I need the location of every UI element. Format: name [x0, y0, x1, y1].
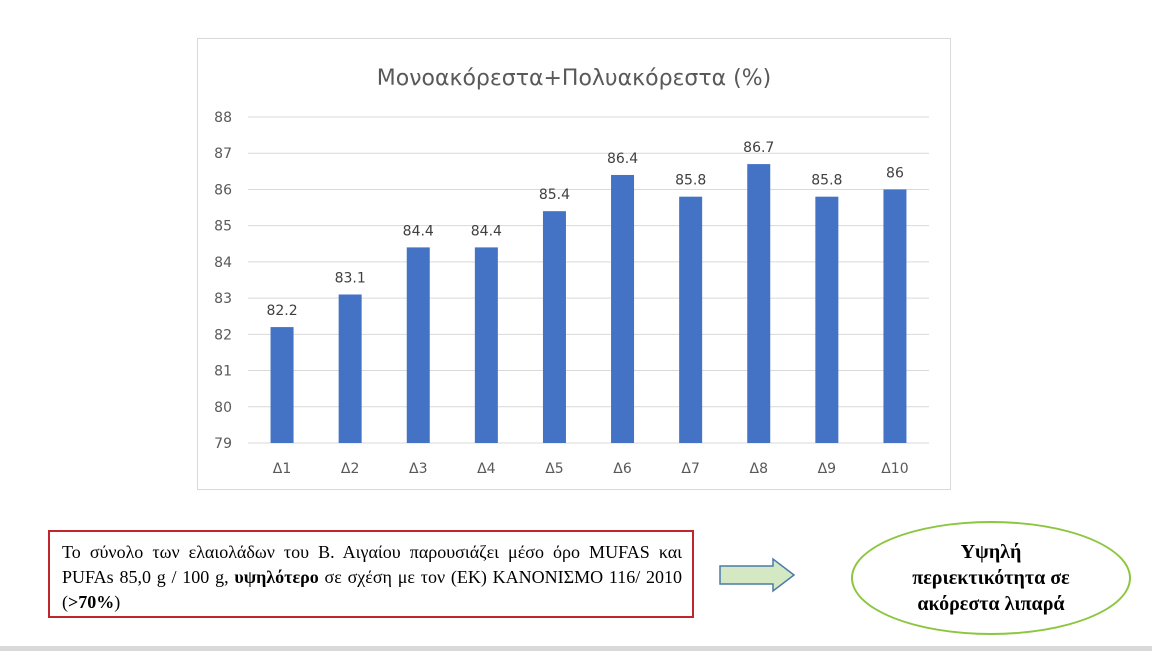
y-tick-label: 80	[214, 400, 232, 416]
y-tick-label: 79	[214, 436, 232, 452]
bar-Δ7	[679, 196, 703, 443]
x-tick-label: Δ3	[409, 461, 427, 477]
conclusion-ellipse: Υψηλή περιεκτικότητα σε ακόρεστα λιπαρά	[851, 521, 1131, 635]
bars	[270, 164, 907, 443]
conclusion-line-2: περιεκτικότητα σε	[912, 567, 1070, 589]
x-tick-label: Δ2	[341, 461, 359, 477]
data-label: 84.4	[403, 223, 434, 239]
data-label: 86	[886, 165, 904, 181]
y-tick-label: 84	[214, 255, 232, 271]
data-label: 86.7	[743, 140, 774, 156]
y-tick-label: 86	[214, 182, 232, 198]
bar-Δ1	[270, 327, 294, 443]
conclusion-line-1: Υψηλή	[960, 541, 1022, 563]
conclusion-line-3: ακόρεστα λιπαρά	[917, 593, 1065, 615]
x-tick-label: Δ7	[681, 461, 699, 477]
note-text-1: Το σύνολο των ελαιολάδων του Β. Αιγαίου …	[62, 542, 682, 587]
y-tick-label: 83	[214, 291, 232, 307]
y-axis-ticks: 79 80 81 82 83 84 85 86 87 88	[214, 110, 232, 452]
data-label: 83.1	[335, 270, 366, 286]
bar-Δ5	[542, 211, 566, 443]
summary-note: Το σύνολο των ελαιολάδων του Β. Αιγαίου …	[48, 530, 694, 618]
chart-title: Μονοακόρεστα+Πολυακόρεστα (%)	[377, 66, 771, 91]
y-tick-label: 82	[214, 327, 232, 343]
y-tick-label: 81	[214, 364, 232, 380]
bar-chart: Μονοακόρεστα+Πολυακόρεστα (%) 79 80 81 82 83…	[214, 66, 929, 477]
y-tick-label: 88	[214, 110, 232, 126]
right-arrow-icon	[719, 557, 796, 593]
bar-Δ2	[338, 294, 362, 443]
y-tick-label: 85	[214, 219, 232, 235]
bar-Δ9	[815, 196, 839, 443]
x-tick-label: Δ10	[881, 461, 908, 477]
data-label: 85.8	[675, 173, 706, 189]
data-labels: 82.2 83.1 84.4 84.4 85.4 86.4 85.8 86.7 85.8 86	[266, 140, 903, 319]
data-label: 85.8	[811, 173, 842, 189]
data-label: 82.2	[266, 303, 297, 319]
data-label: 85.4	[539, 187, 570, 203]
note-bold-higher: υψηλότερο	[234, 567, 319, 587]
data-label: 86.4	[607, 151, 638, 167]
bar-Δ8	[747, 164, 771, 443]
y-tick-label: 87	[214, 146, 232, 162]
data-label: 84.4	[471, 223, 502, 239]
x-tick-label: Δ5	[545, 461, 563, 477]
bar-Δ10	[883, 189, 907, 443]
x-tick-label: Δ8	[750, 461, 768, 477]
bar-Δ6	[611, 174, 635, 443]
bottom-divider	[0, 646, 1152, 651]
x-axis-ticks: Δ1 Δ2 Δ3 Δ4 Δ5 Δ6 Δ7 Δ8 Δ9 Δ10	[273, 461, 909, 477]
note-text-2: σε σχέση με τον (ΕΚ) ΚΑΝΟΝΙΣΜΟ 116/ 2010…	[62, 567, 682, 612]
note-bold-threshold: >70%	[68, 592, 115, 612]
bar-Δ3	[406, 247, 430, 443]
chart-frame: Μονοακόρεστα+Πολυακόρεστα (%) 79 80 81 82 83…	[197, 38, 951, 490]
x-tick-label: Δ6	[613, 461, 632, 477]
note-text-3: )	[114, 592, 121, 612]
x-tick-label: Δ1	[273, 461, 291, 477]
x-tick-label: Δ4	[477, 461, 496, 477]
bar-Δ4	[474, 247, 498, 443]
x-tick-label: Δ9	[818, 461, 836, 477]
